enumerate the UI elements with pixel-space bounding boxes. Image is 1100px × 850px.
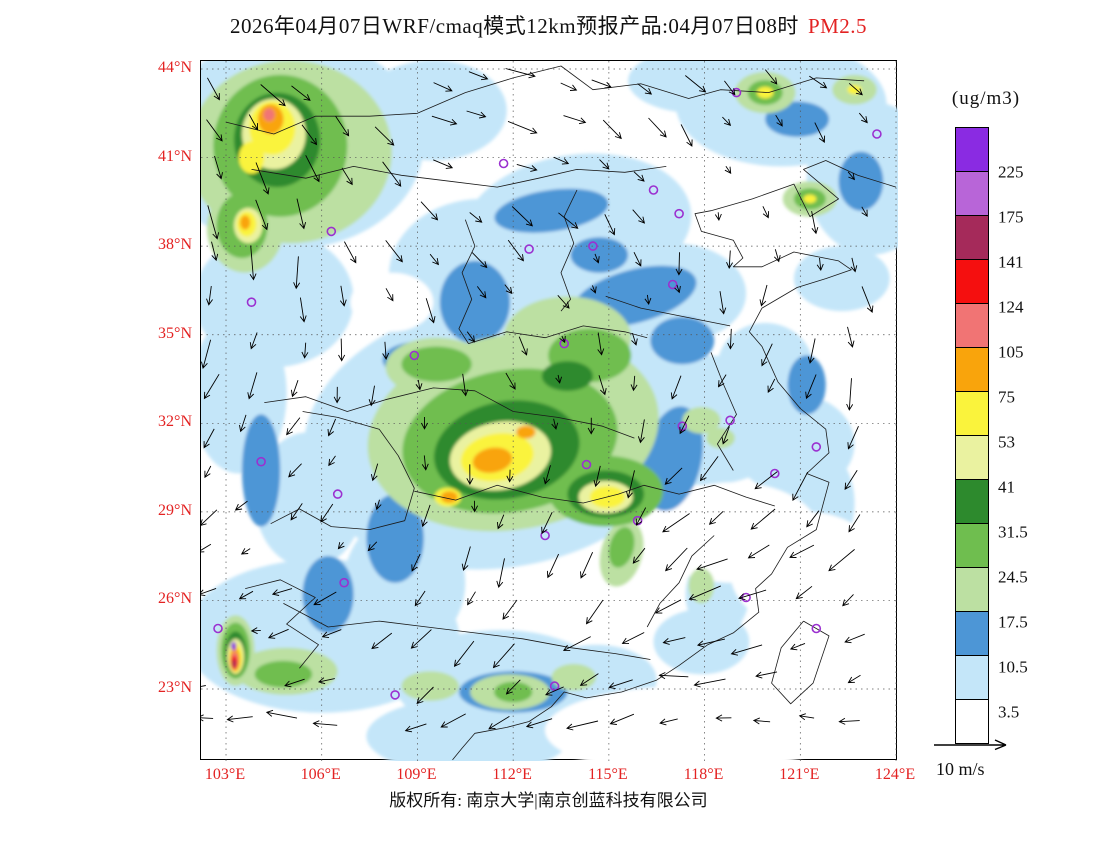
- city-marker: [811, 442, 822, 452]
- lon-tick-label: 109°E: [396, 766, 437, 783]
- colorbar-value-label: 3.5: [998, 702, 1020, 722]
- colorbar-swatch: [955, 259, 989, 304]
- lon-tick-label: 121°E: [779, 766, 820, 783]
- colorbar-swatch: [955, 611, 989, 656]
- city-marker: [549, 681, 560, 691]
- copyright-text: 版权所有: 南京大学|南京创蓝科技有限公司: [389, 791, 708, 810]
- colorbar: [955, 127, 989, 744]
- colorbar-value-label: 105: [998, 342, 1024, 362]
- city-marker: [256, 456, 266, 467]
- lon-tick-label: 115°E: [588, 766, 628, 783]
- map-canvas: [200, 60, 898, 761]
- lat-tick-label: 32°N: [158, 413, 192, 431]
- colorbar-value-label: 75: [998, 387, 1015, 407]
- city-marker: [326, 226, 337, 237]
- city-marker: [498, 158, 509, 169]
- colorbar-value-label: 124: [998, 297, 1024, 317]
- city-marker: [769, 468, 780, 479]
- colorbar-value-label: 175: [998, 207, 1024, 227]
- city-marker: [588, 241, 598, 251]
- legend-unit-label: (ug/m3): [951, 88, 1021, 109]
- wind-reference-arrow-icon: [934, 739, 1007, 751]
- colorbar-swatch: [955, 215, 989, 260]
- colorbar-swatch: [955, 479, 989, 524]
- lat-tick-label: 44°N: [158, 59, 192, 76]
- lat-tick-label: 41°N: [158, 147, 192, 165]
- city-marker: [559, 338, 570, 349]
- colorbar-swatch: [955, 391, 989, 436]
- colorbar-value-label: 24.5: [998, 567, 1028, 587]
- title-text: 2026年04月07日WRF/cmaq模式12km预报产品:04月07日08时: [229, 14, 799, 38]
- colorbar-swatch: [955, 347, 989, 392]
- pm25-fill-layer: [201, 61, 898, 761]
- city-marker: [390, 690, 400, 700]
- city-marker: [524, 244, 534, 254]
- city-marker: [677, 421, 688, 432]
- city-marker: [872, 129, 882, 139]
- colorbar-value-label: 10.5: [998, 657, 1028, 677]
- lat-tick-label: 29°N: [158, 501, 192, 519]
- colorbar-value-label: 41: [998, 477, 1015, 497]
- title-pollutant: PM2.5: [807, 14, 868, 38]
- lon-tick-label: 124°E: [874, 766, 916, 783]
- city-marker: [332, 489, 343, 499]
- colorbar-value-label: 225: [998, 162, 1024, 182]
- lat-tick-label: 35°N: [158, 324, 192, 342]
- city-marker: [731, 87, 742, 98]
- colorbar-swatch: [955, 435, 989, 480]
- wind-reference-label: 10 m/s: [936, 759, 985, 779]
- city-marker: [667, 279, 678, 290]
- graticule-layer: [201, 61, 898, 761]
- lat-tick-label: 38°N: [158, 236, 192, 254]
- colorbar-swatch: [955, 523, 989, 568]
- city-marker: [648, 185, 659, 195]
- wind-vector-layer: [201, 68, 874, 733]
- city-marker: [811, 623, 822, 634]
- colorbar-value-label: 17.5: [998, 612, 1028, 632]
- colorbar-swatch: [955, 655, 989, 700]
- page-title: 2026年04月07日WRF/cmaq模式12km预报产品:04月07日08时 P…: [200, 10, 897, 40]
- lat-tick-label: 23°N: [158, 679, 192, 696]
- colorbar-value-label: 31.5: [998, 522, 1028, 542]
- colorbar-swatch: [955, 127, 989, 172]
- colorbar-value-label: 53: [998, 432, 1015, 452]
- lon-tick-label: 118°E: [683, 766, 724, 783]
- lon-tick-label: 106°E: [300, 766, 341, 783]
- colorbar-value-label: 141: [998, 252, 1024, 272]
- city-marker: [246, 297, 257, 307]
- lat-tick-label: 26°N: [158, 590, 192, 608]
- city-marker: [409, 350, 420, 361]
- city-marker: [725, 415, 735, 426]
- lon-tick-label: 112°E: [492, 766, 532, 783]
- colorbar-swatch: [955, 699, 989, 744]
- city-marker: [213, 623, 223, 634]
- pm25-contour-map: [201, 61, 898, 761]
- lon-tick-label: 103°E: [204, 766, 246, 783]
- city-marker: [581, 459, 592, 470]
- colorbar-swatch: [955, 171, 989, 216]
- colorbar-swatch: [955, 303, 989, 348]
- province-borders-layer: [225, 65, 897, 761]
- city-marker: [339, 577, 349, 588]
- city-marker: [674, 208, 684, 219]
- colorbar-swatch: [955, 567, 989, 612]
- wind-reference: 10 m/s: [930, 736, 1040, 780]
